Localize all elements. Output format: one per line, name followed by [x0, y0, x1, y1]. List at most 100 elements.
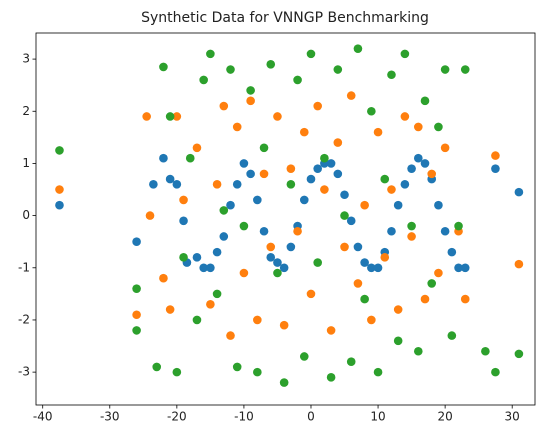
point [206, 300, 215, 309]
point [440, 143, 450, 153]
point [293, 75, 302, 85]
point [232, 180, 242, 189]
point [299, 195, 309, 205]
x-tick-label: -30 [100, 410, 120, 424]
point [454, 263, 463, 273]
point [192, 143, 202, 153]
point [199, 75, 208, 85]
point [279, 378, 289, 387]
point [226, 200, 235, 210]
point [340, 190, 349, 200]
point [400, 49, 410, 59]
point [239, 221, 249, 231]
point [387, 185, 396, 194]
point [149, 180, 158, 189]
chart-title: Synthetic Data for VNNGP Benchmarking [141, 10, 429, 26]
point [206, 263, 215, 273]
point [360, 294, 369, 304]
point [273, 112, 282, 121]
point [413, 122, 423, 132]
point [253, 367, 262, 377]
point [273, 258, 282, 267]
point [299, 127, 309, 137]
point [306, 49, 316, 59]
y-tick-label: 2 [22, 104, 30, 118]
point [313, 101, 322, 111]
point [172, 367, 182, 377]
point [259, 226, 269, 236]
point [491, 367, 500, 377]
y-tick-label: 3 [22, 52, 30, 66]
point [367, 315, 376, 325]
point [179, 216, 188, 226]
point [460, 65, 470, 74]
point [55, 185, 64, 194]
point [246, 169, 255, 179]
point [340, 242, 349, 252]
y-tick-label: -2 [18, 312, 30, 326]
point [185, 153, 195, 163]
point [420, 96, 430, 106]
point [326, 159, 336, 168]
point [413, 346, 423, 356]
point [259, 143, 269, 153]
point [380, 253, 390, 262]
y-tick-label: 0 [22, 208, 30, 222]
point [266, 60, 276, 69]
point [232, 122, 242, 132]
point [192, 253, 202, 262]
point [320, 185, 329, 194]
point [159, 153, 168, 163]
point [440, 65, 450, 74]
point [179, 253, 188, 262]
point [407, 221, 416, 231]
point [447, 331, 457, 340]
y-tick-label: 1 [22, 156, 30, 170]
point [165, 305, 175, 314]
point [132, 326, 141, 335]
x-tick-label: 10 [370, 410, 385, 424]
point [434, 268, 443, 278]
x-tick-label: -40 [33, 410, 53, 424]
point [393, 336, 403, 346]
point [434, 200, 443, 210]
point [172, 112, 182, 121]
point [360, 200, 369, 210]
point [380, 174, 390, 184]
point [373, 367, 383, 377]
point [212, 289, 222, 299]
point [333, 138, 343, 147]
point [514, 349, 524, 359]
point [219, 206, 229, 215]
point [353, 242, 363, 252]
point [353, 44, 363, 53]
y-tick-label: -3 [18, 365, 30, 379]
point [159, 62, 168, 72]
point [279, 263, 289, 273]
point [132, 284, 141, 293]
point [373, 127, 383, 137]
point [373, 263, 383, 273]
point [306, 289, 316, 299]
point [367, 106, 376, 116]
point [246, 86, 255, 95]
x-tick-label: -20 [167, 410, 187, 424]
point [447, 247, 457, 257]
point [393, 305, 403, 314]
point [286, 180, 296, 189]
point [286, 164, 296, 173]
point [246, 96, 255, 106]
point [420, 294, 430, 304]
point [400, 112, 410, 121]
y-tick-label: -1 [18, 260, 30, 274]
point [407, 164, 416, 173]
point [346, 216, 356, 226]
point [514, 259, 524, 269]
point [326, 326, 336, 335]
x-tick-label: 0 [307, 410, 315, 424]
point [454, 221, 463, 231]
point [427, 279, 437, 288]
point [346, 357, 356, 366]
point [440, 226, 450, 236]
